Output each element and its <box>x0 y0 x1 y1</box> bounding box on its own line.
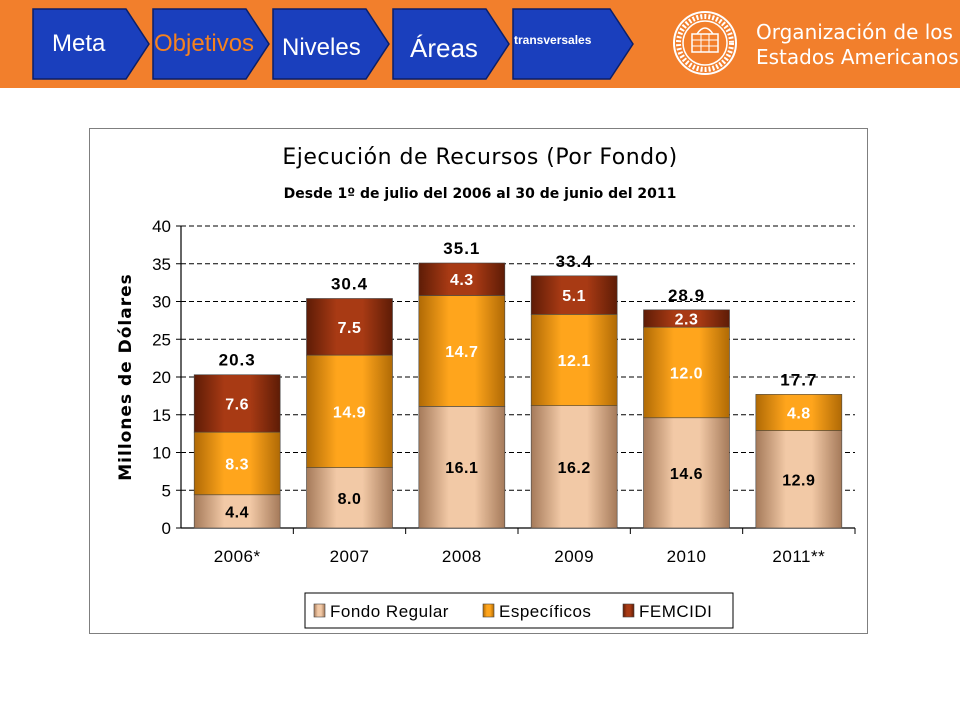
total-label: 30.4 <box>331 274 368 293</box>
y-tick-label: 25 <box>152 330 171 349</box>
nav-step-meta[interactable]: Meta <box>32 8 150 80</box>
x-tick-label: 2007 <box>330 547 370 566</box>
y-tick-label: 10 <box>152 444 171 463</box>
nav-step-label: Áreas <box>410 32 478 63</box>
legend-swatch <box>482 603 495 618</box>
total-label: 28.9 <box>668 286 705 305</box>
nav-step-areas[interactable]: Áreas <box>392 8 510 80</box>
y-axis-label: Millones de Dólares <box>116 273 136 481</box>
y-tick-label: 15 <box>152 406 171 425</box>
x-tick-label: 2010 <box>667 547 707 566</box>
data-label: 12.9 <box>782 472 815 489</box>
x-tick-label: 2008 <box>442 547 482 566</box>
legend-swatch <box>622 603 635 618</box>
bar-segment <box>306 467 393 529</box>
y-tick-label: 30 <box>152 293 171 312</box>
data-label: 8.0 <box>338 491 362 508</box>
org-name-line1: Organización de los <box>756 20 953 44</box>
x-tick-label: 2006* <box>214 547 261 566</box>
nav-arrow-shape <box>392 8 510 80</box>
legend-swatch <box>313 603 326 618</box>
chart-title: Ejecución de Recursos (Por Fondo) <box>282 145 678 170</box>
nav-step-label: Objetivos <box>154 30 255 57</box>
bar-segment <box>755 394 843 431</box>
nav-arrow-shape <box>272 8 390 80</box>
data-label: 4.4 <box>225 504 249 521</box>
header-bar: Meta Objetivos Niveles Áreas transversal… <box>0 0 960 88</box>
data-label: 7.6 <box>225 396 249 413</box>
nav-arrow-shape <box>32 8 150 80</box>
bar-segment <box>530 405 618 529</box>
data-label: 14.9 <box>333 404 366 421</box>
bar-segment <box>306 354 393 468</box>
bar-segment <box>755 430 843 529</box>
oas-seal-icon <box>664 10 746 76</box>
nav-step-niveles[interactable]: Niveles <box>272 8 390 80</box>
total-label: 20.3 <box>219 351 256 370</box>
data-label: 8.3 <box>225 456 249 473</box>
data-label: 7.5 <box>338 320 362 337</box>
data-label: 16.1 <box>445 460 478 477</box>
data-label: 5.1 <box>562 288 586 305</box>
org-name-line2: Estados Americanos <box>756 45 959 69</box>
nav-step-label: Niveles <box>282 34 361 61</box>
legend-box <box>304 592 734 629</box>
bar-segment <box>193 374 281 433</box>
x-tick-label: 2011** <box>772 547 825 566</box>
data-label: 4.3 <box>450 272 474 289</box>
y-tick-label: 20 <box>152 368 171 387</box>
bar-segment <box>418 295 506 407</box>
nav-step-label: transversales <box>514 33 592 47</box>
data-label: 16.2 <box>558 460 591 477</box>
x-tick-label: 2009 <box>554 547 594 566</box>
bar-segment <box>193 431 281 496</box>
nav-arrow-shape <box>512 8 634 80</box>
legend-label: Específicos <box>499 602 591 621</box>
data-label: 12.1 <box>558 353 591 370</box>
bar-segment <box>530 314 618 406</box>
nav-step-transversales[interactable]: transversales <box>512 8 634 80</box>
bar-segment <box>418 406 506 529</box>
y-tick-label: 5 <box>162 481 171 500</box>
nav-step-objetivos[interactable]: Objetivos <box>152 8 270 80</box>
chart-subtitle: Desde 1º de julio del 2006 al 30 de juni… <box>283 186 677 202</box>
nav-arrow-shape <box>152 8 270 80</box>
legend-label: FEMCIDI <box>639 602 712 621</box>
bar-segment <box>193 494 281 529</box>
total-label: 33.4 <box>556 252 593 271</box>
data-label: 12.0 <box>670 365 703 382</box>
data-label: 2.3 <box>675 311 699 328</box>
data-label: 14.6 <box>670 466 703 483</box>
total-label: 35.1 <box>443 239 480 258</box>
nav-step-label: Meta <box>52 30 106 57</box>
bar-segment <box>418 262 506 296</box>
total-label: 17.7 <box>780 370 817 389</box>
data-label: 14.7 <box>445 344 478 361</box>
bar-segment <box>643 309 730 328</box>
y-tick-label: 35 <box>152 255 171 274</box>
legend-label: Fondo Regular <box>330 602 449 621</box>
bar-segment <box>530 275 618 315</box>
y-tick-label: 0 <box>162 519 171 538</box>
y-tick-label: 40 <box>152 217 171 236</box>
bar-segment <box>306 298 393 356</box>
data-label: 4.8 <box>787 405 811 422</box>
